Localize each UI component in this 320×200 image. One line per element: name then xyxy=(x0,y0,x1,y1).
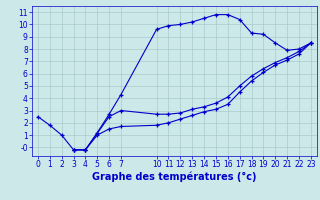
X-axis label: Graphe des températures (°c): Graphe des températures (°c) xyxy=(92,172,257,182)
